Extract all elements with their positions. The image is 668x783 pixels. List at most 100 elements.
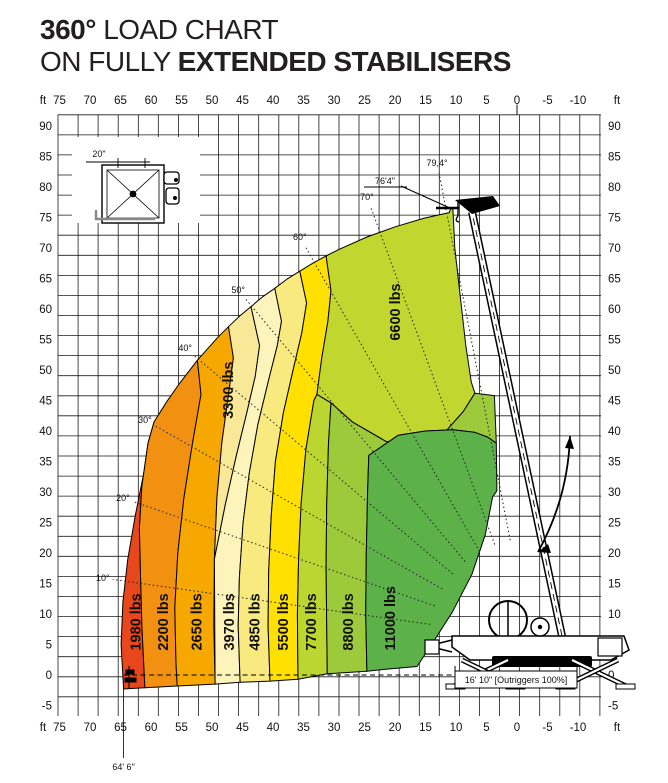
y-axis-tick-right: 35 (608, 457, 621, 469)
y-axis-tick-right: 40 (608, 426, 621, 438)
machine-base-frame (492, 656, 592, 667)
machine-counterweight (597, 637, 623, 657)
machine-luffing-arrow-heads (538, 436, 574, 553)
max-reach-label: 64' 6" (112, 762, 134, 772)
y-axis-tick-right: 20 (608, 548, 621, 560)
x-axis-tick-top: 20 (389, 95, 402, 107)
zone-label-2650: 2650 lbs (190, 593, 206, 650)
machine-front-box (424, 639, 440, 655)
angle-ray-10 (112, 578, 431, 625)
y-axis-tick-left: 50 (39, 365, 52, 377)
x-axis-unit-bottom-left: ft (40, 722, 47, 734)
angle-label-20: 20° (116, 493, 130, 503)
x-axis-tick-top: 45 (236, 95, 249, 107)
x-axis-tick-top: 5 (483, 95, 489, 107)
y-axis-tick-right: 55 (608, 335, 621, 347)
zone-label-3300: 3300 lbs (221, 362, 237, 419)
angle-ray-79.4 (438, 172, 511, 541)
y-axis-tick-left: 85 (39, 152, 52, 164)
x-axis-tick-top: 10 (450, 95, 463, 107)
machine-outrigger-pad-4 (615, 683, 636, 690)
x-axis-tick-top: 25 (358, 95, 371, 107)
y-axis-tick-right: 85 (608, 152, 621, 164)
inset-machine-1 (163, 171, 180, 185)
x-axis-tick-bottom: 50 (206, 722, 219, 734)
x-axis-unit-top-left: ft (40, 95, 47, 107)
x-axis-tick-bottom: 20 (389, 722, 402, 734)
fork-tip-symbol (124, 666, 137, 688)
x-axis-tick-bottom: 15 (419, 722, 432, 734)
y-axis-tick-right: 25 (608, 518, 621, 530)
zone-label-8800: 8800 lbs (341, 593, 357, 650)
x-axis-tick-bottom: -5 (542, 722, 552, 734)
x-axis-unit-bottom-right: ft (614, 722, 621, 734)
y-axis-tick-right: 30 (608, 487, 621, 499)
y-axis-tick-left: 40 (39, 426, 52, 438)
y-axis-tick-left: 75 (39, 213, 52, 225)
x-axis-tick-top: 70 (84, 95, 97, 107)
zone-label-4850: 4850 lbs (248, 593, 264, 650)
y-axis-tick-left: 65 (39, 274, 52, 286)
y-axis-tick-left: 30 (39, 487, 52, 499)
x-axis-unit-top-right: ft (614, 95, 621, 107)
y-axis-tick-right: 60 (608, 304, 621, 316)
zone-label-6600: 6600 lbs (388, 283, 404, 340)
zone-label-11000: 11000 lbs (383, 586, 399, 651)
machine-chassis (451, 635, 630, 661)
inset-width-label: 20" (92, 149, 105, 159)
machine-luffing-arrow-arc (537, 435, 571, 553)
y-axis-tick-left: 20 (39, 548, 52, 560)
x-axis-tick-top: 15 (419, 95, 432, 107)
zone-label-2200: 2200 lbs (156, 593, 172, 650)
x-axis-tick-top: -5 (542, 95, 552, 107)
machine-outrigger-leg-3i (571, 659, 627, 687)
zone-11000 (365, 429, 498, 672)
inset-center-pin (129, 190, 137, 198)
x-axis-tick-bottom: 0 (514, 722, 520, 734)
y-axis-tick-right: 80 (608, 182, 621, 194)
x-axis-tick-bottom: 40 (267, 722, 280, 734)
x-axis-tick-bottom: 55 (175, 722, 188, 734)
x-axis-tick-top: 0 (514, 95, 520, 107)
y-axis-tick-right: 45 (608, 396, 621, 408)
x-axis-tick-bottom: 45 (236, 722, 249, 734)
angle-ray-40 (192, 354, 454, 575)
x-axis-tick-bottom: -10 (570, 722, 587, 734)
zone-label-1980: 1980 lbs (129, 593, 145, 650)
y-axis-tick-right: 75 (608, 213, 621, 225)
angle-ray-60 (304, 245, 481, 552)
y-axis-tick-left: 0 (46, 670, 52, 682)
angle-ray-70 (369, 205, 496, 545)
y-axis-tick-right: 15 (608, 579, 621, 591)
x-axis-tick-bottom: 75 (53, 722, 66, 734)
x-axis-tick-top: 30 (328, 95, 341, 107)
x-axis-tick-top: 60 (145, 95, 158, 107)
angle-label-10: 10° (96, 573, 110, 583)
y-axis-tick-right: 0 (608, 670, 614, 682)
x-axis-tick-bottom: 35 (297, 722, 310, 734)
y-axis-tick-right: 70 (608, 243, 621, 255)
x-axis-tick-top: 75 (53, 95, 66, 107)
y-axis-tick-left: 70 (39, 243, 52, 255)
y-axis-tick-left: 80 (39, 182, 52, 194)
y-axis-tick-right: 90 (608, 121, 621, 133)
y-axis-tick-left: 25 (39, 518, 52, 530)
x-axis-tick-bottom: 65 (114, 722, 127, 734)
angle-label-70: 70° (360, 192, 374, 202)
title-line-2: ON FULLY EXTENDED STABILISERS (40, 46, 511, 77)
machine-boom-head (455, 196, 500, 214)
x-axis-tick-top: 65 (114, 95, 127, 107)
angle-label-50: 50° (231, 285, 245, 295)
max-height-label: 76'4" (375, 176, 395, 186)
x-axis-tick-bottom: 30 (328, 722, 341, 734)
y-axis-tick-left: 60 (39, 304, 52, 316)
y-axis-tick-left: 55 (39, 335, 52, 347)
angle-label-79.4: 79,4° (427, 158, 449, 168)
inset-machine-dot-1 (174, 178, 178, 182)
angle-label-60: 60° (293, 232, 307, 242)
y-axis-tick-left: 90 (39, 121, 52, 133)
angle-label-40: 40° (178, 343, 192, 353)
page-title: 360° LOAD CHART ON FULLY EXTENDED STABIL… (40, 14, 511, 78)
y-axis-tick-left: -5 (42, 701, 52, 713)
